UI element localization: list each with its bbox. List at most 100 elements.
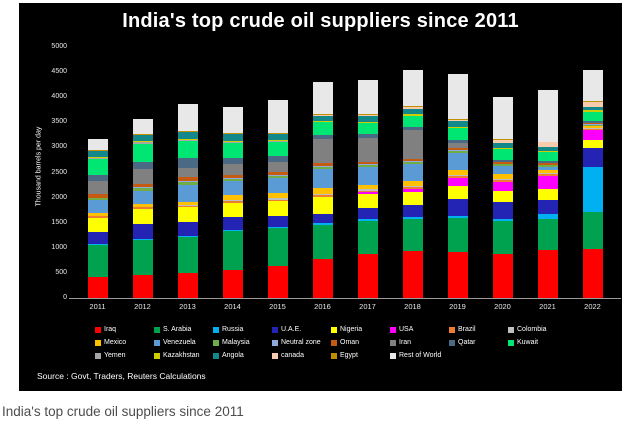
legend-label: Kazakhstan [163,352,200,359]
bar-segment-neutral-zone [402,160,423,162]
legend-label: Malaysia [222,339,250,346]
bar-segment-iraq [267,265,288,298]
stacked-bar-2014 [222,107,243,298]
bar-segment-yemen [267,141,288,142]
bar-segment-brazil [582,128,603,131]
legend-swatch-icon [213,339,219,346]
bar-segment-iran [132,168,153,184]
source-note: Source : Govt, Traders, Reuters Calculat… [37,371,206,381]
bar-segment-nigeria [87,217,108,232]
bar-segment-egypt [357,113,378,115]
plot-area [69,47,621,299]
bar-segment-colombia [267,197,288,200]
bar-segment-mexico [312,188,333,194]
bar-segment-iraq [537,250,558,298]
legend-item-iraq: Iraq [95,326,152,333]
bar-segment-qatar [357,133,378,138]
bar-segment-mexico [222,195,243,200]
bar-segment-oman [447,148,468,151]
legend-item-yemen: Yemen [95,352,152,359]
bar-segment-oman [312,163,333,166]
legend-swatch-icon [390,352,396,359]
bar-segment-russia [402,216,423,219]
bar-segment-qatar [582,121,603,123]
bar-segment-oman [177,177,198,181]
legend-label: canada [281,352,304,359]
legend-label: Russia [222,326,244,333]
bar-segment-u-a-e- [402,204,423,217]
bar-segment-egypt [537,141,558,142]
bar-segment-iran [87,181,108,195]
legend-label: Colombia [517,326,547,333]
bar-segment-usa [312,196,333,198]
bar-segment-brazil [402,187,423,190]
legend-swatch-icon [154,326,160,333]
legend-swatch-icon [272,339,278,346]
bar-segment-oman [492,162,513,164]
bar-segment-malaysia [222,179,243,182]
bar-segment-nigeria [402,192,423,205]
x-tick-label: 2014 [224,302,241,311]
bar-segment-venezuela [357,167,378,185]
bar-segment-russia [177,236,198,238]
x-tick-label: 2015 [269,302,286,311]
legend-swatch-icon [331,339,337,346]
bar-segment-egypt [87,149,108,151]
bar-segment-brazil [357,190,378,193]
bar-segment-rest-of-world [537,89,558,142]
bar-segment-yemen [87,157,108,160]
x-tick-label: 2011 [89,302,106,311]
bar-segment-brazil [177,205,198,208]
x-axis-line [69,298,621,299]
bar-segment-s-arabia [222,230,243,270]
bar-segment-s-arabia [177,237,198,273]
bar-segment-usa [447,178,468,187]
bar-segment-malaysia [402,161,423,164]
bar-segment-u-a-e- [447,199,468,216]
bar-segment-neutral-zone [312,165,333,167]
bar-segment-brazil [87,216,108,218]
bar-segment-qatar [492,159,513,163]
legend-label: Qatar [458,339,476,346]
legend-swatch-icon [154,339,160,346]
legend-label: Brazil [458,326,476,333]
legend-item-venezuela: Venezuela [154,339,211,346]
bar-segment-oman [222,175,243,179]
bar-segment-kazakhstan [132,141,153,143]
legend-label: Egypt [340,352,358,359]
bar-segment-iran [402,130,423,159]
bar-segment-egypt [132,133,153,135]
legend-item-kazakhstan: Kazakhstan [154,352,211,359]
bar-segment-neutral-zone [222,178,243,180]
bar-segment-egypt [312,114,333,116]
bar-segment-canada [312,115,333,116]
stacked-bar-2020 [492,97,513,298]
bar-segment-canada [267,133,288,135]
bar-segment-mexico [402,180,423,186]
bar-segment-angola [87,150,108,157]
bar-segment-russia [222,229,243,231]
bar-segment-iraq [132,274,153,298]
legend-label: Iraq [104,326,117,333]
bar-segment-malaysia [492,164,513,166]
bar-segment-qatar [177,158,198,169]
bar-segment-angola [132,134,153,142]
bar-segment-yemen [222,141,243,143]
bar-segment-mexico [537,169,558,174]
bar-segment-s-arabia [312,224,333,259]
bar-segment-kazakhstan [357,121,378,123]
bar-segment-rest-of-world [87,139,108,150]
bar-segment-venezuela [267,177,288,193]
bar-segment-malaysia [312,166,333,169]
bar-segment-malaysia [447,151,468,154]
stacked-bar-2017 [357,79,378,298]
bar-segment-egypt [582,100,603,102]
bar-segment-rest-of-world [177,103,198,132]
x-tick-label: 2019 [449,302,466,311]
bar-segment-iraq [177,272,198,298]
x-tick-label: 2016 [314,302,331,311]
legend-label: Venezuela [163,339,196,346]
legend-label: Iran [399,339,412,346]
legend-label: U.A.E. [281,326,302,333]
legend-swatch-icon [390,339,396,346]
